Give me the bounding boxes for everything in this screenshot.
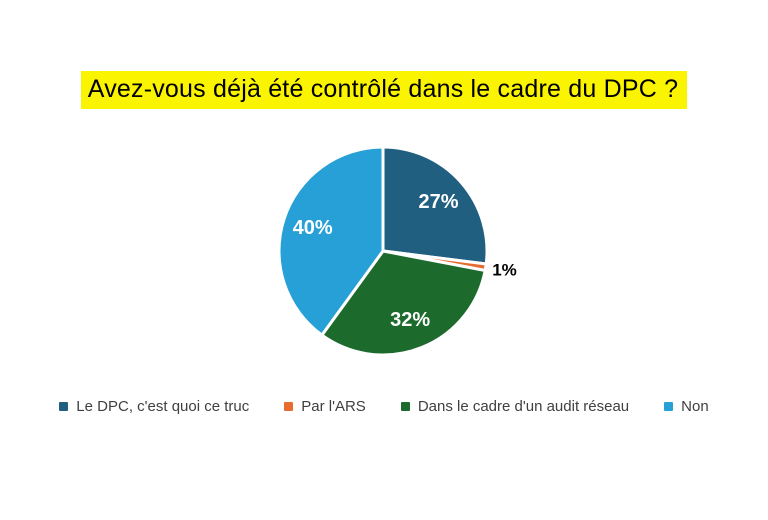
chart-title: Avez-vous déjà été contrôlé dans le cadr… xyxy=(80,71,688,109)
legend-label: Le DPC, c'est quoi ce truc xyxy=(76,398,250,415)
legend-item-0: Le DPC, c'est quoi ce truc xyxy=(59,398,249,415)
legend-item-3: Non xyxy=(664,398,709,415)
pie-slice-value-label: 27% xyxy=(418,191,458,213)
legend-label: Dans le cadre d'un audit réseau xyxy=(417,398,630,415)
pie-slice-2 xyxy=(320,249,487,357)
legend-item-2: Dans le cadre d'un audit réseau xyxy=(400,398,630,415)
legend-label: Non xyxy=(681,398,709,415)
pie-slice-value-label: 32% xyxy=(390,309,430,331)
legend-item-1: Par l'ARS xyxy=(284,398,366,415)
pie-slice-value-label: 1% xyxy=(492,261,517,280)
legend: Le DPC, c'est quoi ce truc Par l'ARS Dans … xyxy=(0,398,768,415)
legend-label: Par l'ARS xyxy=(301,398,366,415)
pie-slice-value-label: 40% xyxy=(293,217,333,239)
pie-slice-0 xyxy=(381,145,489,266)
chart-title-row: Avez-vous déjà été contrôlé dans le cadr… xyxy=(0,71,768,109)
legend-swatch-icon xyxy=(664,402,674,411)
legend-swatch-icon xyxy=(284,402,294,411)
pie-slice-3 xyxy=(277,145,385,337)
legend-swatch-icon xyxy=(400,402,410,411)
legend-swatch-icon xyxy=(59,402,69,411)
